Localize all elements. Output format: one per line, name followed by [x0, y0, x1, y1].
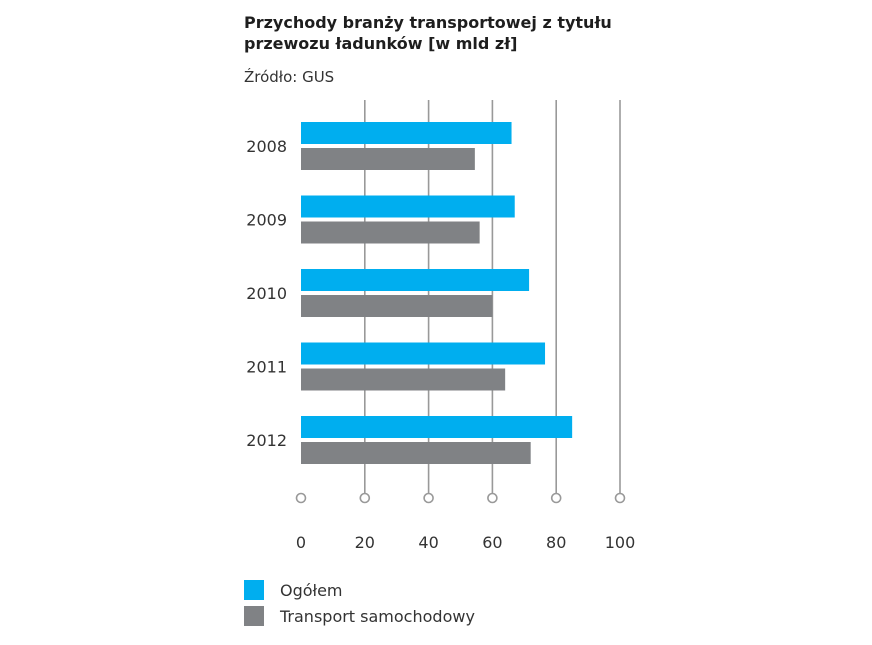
bar-transport-samochodowy-2008: [301, 148, 475, 170]
legend: Ogółem Transport samochodowy: [244, 578, 475, 630]
chart-title: Przychody branży transportowej z tytułu …: [244, 12, 664, 54]
x-tick-label-0: 0: [296, 533, 306, 552]
bar-ogolem-2008: [301, 122, 512, 144]
y-tick-label-2010: 2010: [246, 284, 287, 303]
legend-label-ogolem: Ogółem: [280, 580, 343, 600]
chart-title-line-2: przewozu ładunków [w mld zł]: [244, 34, 518, 53]
grid-marker-100: [614, 492, 626, 504]
bar-ogolem-2009: [301, 195, 515, 218]
grid-marker-20: [359, 492, 371, 504]
y-tick-label-2011: 2011: [246, 358, 287, 377]
chart-title-line-1: Przychody branży transportowej z tytułu: [244, 13, 612, 32]
bar-transport-samochodowy-2012: [301, 442, 531, 464]
bar-ogolem-2012: [301, 416, 573, 438]
legend-swatch-transport-samochodowy: [244, 606, 264, 626]
grid-marker-60: [487, 492, 498, 504]
x-tick-label-40: 40: [418, 533, 438, 552]
legend-swatch-ogolem: [244, 580, 264, 600]
bar-transport-samochodowy-2009: [301, 221, 480, 244]
bar-transport-samochodowy-2011: [301, 368, 506, 391]
bar-transport-samochodowy-2010: [301, 295, 493, 317]
grid-marker-40: [423, 492, 434, 504]
grid-marker-80: [550, 492, 562, 504]
x-tick-label-100: 100: [605, 533, 636, 552]
x-tick-label-60: 60: [482, 533, 502, 552]
legend-item-transport-samochodowy: Transport samochodowy: [244, 604, 475, 628]
y-tick-label-2009: 2009: [246, 211, 287, 230]
legend-label-transport-samochodowy: Transport samochodowy: [280, 606, 475, 626]
legend-item-ogolem: Ogółem: [244, 578, 475, 602]
chart-source: Źródło: GUS: [244, 68, 335, 86]
bar-ogolem-2011: [301, 342, 546, 365]
y-tick-label-2012: 2012: [246, 431, 287, 450]
x-tick-label-20: 20: [355, 533, 375, 552]
grid-marker-0: [295, 492, 307, 504]
x-tick-label-80: 80: [546, 533, 566, 552]
bar-ogolem-2010: [301, 269, 530, 291]
y-tick-label-2008: 2008: [246, 137, 287, 156]
